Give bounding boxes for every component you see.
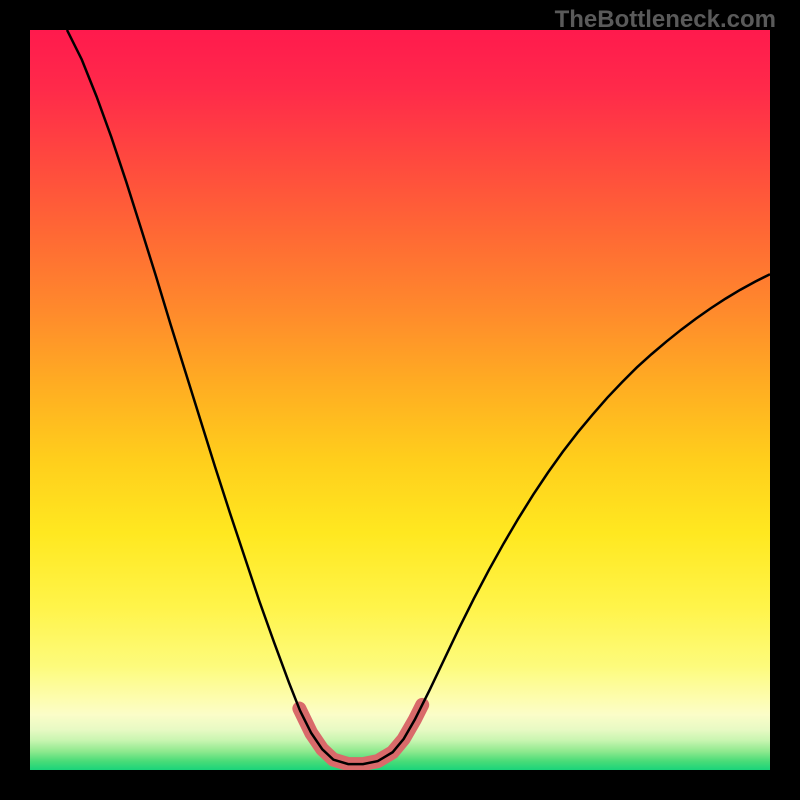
chart-overlay [30, 30, 770, 770]
bottleneck-highlight [299, 705, 422, 764]
watermark-text: TheBottleneck.com [555, 6, 776, 34]
bottleneck-curve [67, 30, 770, 764]
plot-area [30, 30, 770, 770]
